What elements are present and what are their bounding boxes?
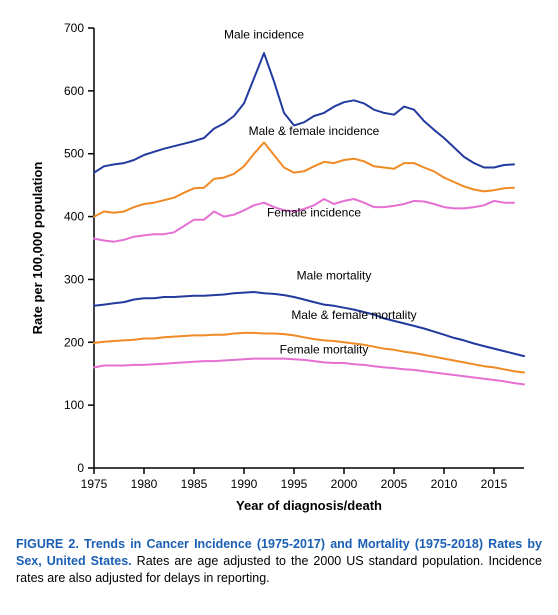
x-tick-label: 1995	[281, 477, 308, 491]
y-tick-label: 500	[64, 147, 84, 161]
x-axis-label: Year of diagnosis/death	[236, 498, 382, 513]
x-tick-label: 2015	[481, 477, 508, 491]
series-label-male_incidence: Male incidence	[224, 28, 304, 42]
x-tick-label: 1975	[81, 477, 108, 491]
x-tick-label: 1990	[231, 477, 258, 491]
chart-container: 0 100 200 300 400 500 600 700 1975 1980 1985 1990 19…	[16, 16, 542, 526]
y-tick-label: 0	[77, 461, 84, 475]
series-label-female_incidence: Female incidence	[267, 206, 361, 220]
x-tick-label: 2005	[381, 477, 408, 491]
series-label-mf_mortality: Male & female mortality	[291, 308, 416, 322]
caption-lead: FIGURE 2.	[16, 537, 79, 551]
y-tick-label: 700	[64, 21, 84, 35]
x-tick-label: 1980	[131, 477, 158, 491]
series-label-female_mortality: Female mortality	[280, 343, 369, 357]
y-tick-label: 200	[64, 335, 84, 349]
y-tick-label: 300	[64, 272, 84, 286]
y-axis-label: Rate per 100,000 population	[30, 162, 45, 335]
y-tick-label: 400	[64, 210, 84, 224]
y-tick-label: 600	[64, 84, 84, 98]
x-tick-label: 2000	[331, 477, 358, 491]
series-label-male_mortality: Male mortality	[297, 268, 372, 282]
line-chart: 0 100 200 300 400 500 600 700 1975 1980 1985 1990 19…	[16, 16, 542, 526]
x-tick-label: 2010	[431, 477, 458, 491]
figure-caption: FIGURE 2. Trends in Cancer Incidence (19…	[16, 536, 542, 587]
y-tick-label: 100	[64, 398, 84, 412]
series-label-mf_incidence: Male & female incidence	[249, 124, 380, 138]
x-tick-label: 1985	[181, 477, 208, 491]
